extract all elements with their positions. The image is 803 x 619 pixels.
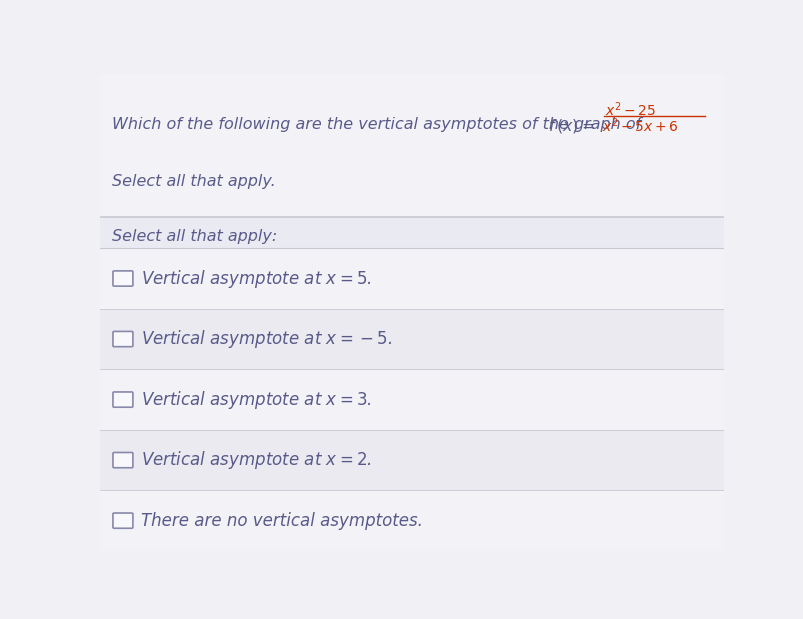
FancyBboxPatch shape [112, 271, 132, 286]
Text: Select all that apply.: Select all that apply. [112, 175, 275, 189]
Bar [100, 430, 723, 490]
FancyBboxPatch shape [112, 392, 132, 407]
FancyBboxPatch shape [112, 331, 132, 347]
Text: $f\,(x) =$: $f\,(x) =$ [547, 117, 594, 135]
Text: There are no vertical asymptotes.: There are no vertical asymptotes. [141, 512, 422, 530]
Text: Vertical asymptote at $x = -5$.: Vertical asymptote at $x = -5$. [141, 328, 392, 350]
Bar [100, 217, 723, 551]
Bar [100, 370, 723, 430]
Text: $x^2-5x+6$: $x^2-5x+6$ [601, 116, 678, 135]
Text: $x^2-25$: $x^2-25$ [605, 100, 655, 119]
Bar [100, 248, 723, 309]
Text: Vertical asymptote at $x = 5$.: Vertical asymptote at $x = 5$. [141, 267, 372, 290]
Bar [100, 74, 723, 217]
Bar [100, 490, 723, 551]
FancyBboxPatch shape [112, 513, 132, 528]
Text: Which of the following are the vertical asymptotes of the graph of: Which of the following are the vertical … [112, 117, 646, 132]
Bar [100, 309, 723, 370]
FancyBboxPatch shape [112, 452, 132, 468]
Text: Vertical asymptote at $x = 3$.: Vertical asymptote at $x = 3$. [141, 389, 372, 410]
Text: Select all that apply:: Select all that apply: [112, 229, 276, 244]
Text: Vertical asymptote at $x = 2$.: Vertical asymptote at $x = 2$. [141, 449, 372, 471]
